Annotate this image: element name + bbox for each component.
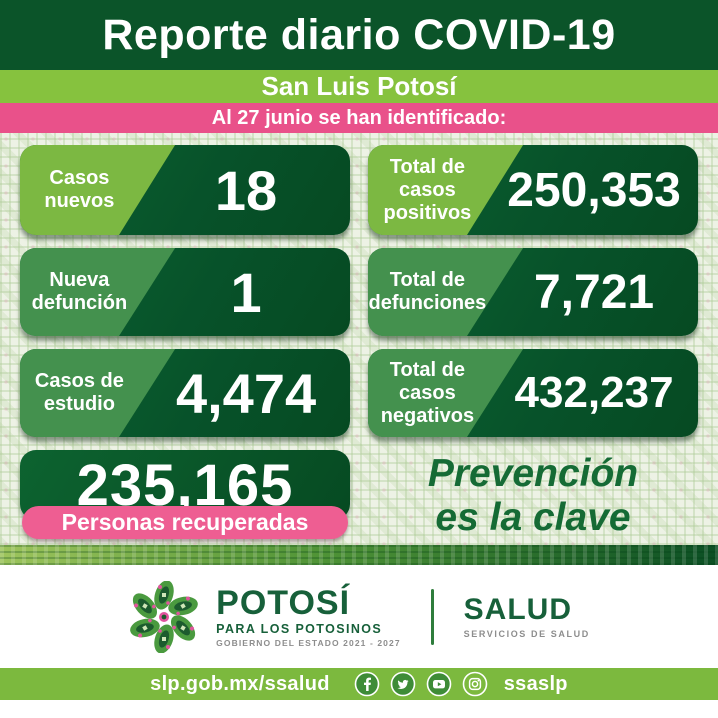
bottom-bar: slp.gob.mx/ssalud ssaslp (0, 668, 718, 700)
recovered-label-pill: Personas recuperadas (22, 506, 348, 539)
stat-value: 7,721 (533, 265, 655, 319)
footer-logos: POTOSÍ PARA LOS POTOSINOS GOBIERNO DEL E… (0, 565, 718, 668)
potosi-wordmark: POTOSÍ (216, 583, 351, 622)
stat-card-total-negativos: Total de casos negativos 432,237 (368, 349, 698, 437)
facebook-icon[interactable] (354, 671, 380, 697)
recovered-label: Personas recuperadas (61, 509, 309, 535)
stats-grid: Casos nuevos 18 Total de casos positivos… (0, 133, 718, 545)
rosette-logo-icon (128, 580, 201, 653)
website-url[interactable]: slp.gob.mx/ssalud (150, 672, 330, 695)
social-handle: ssaslp (503, 672, 568, 695)
stat-label: Total de casos positivos (383, 155, 472, 224)
subheader-band: San Luis Potosí (0, 70, 718, 103)
bottom-white-margin (0, 700, 718, 718)
instagram-icon[interactable] (462, 671, 488, 697)
bottom-bar-wrap: slp.gob.mx/ssalud ssaslp (0, 668, 718, 718)
stat-value: 432,237 (514, 368, 674, 417)
stat-label: Total de defunciones (368, 269, 487, 314)
youtube-icon[interactable] (426, 671, 452, 697)
page-title: Reporte diario COVID-19 (102, 10, 616, 59)
stat-label: Casos nuevos (44, 167, 115, 212)
stat-card-nueva-defuncion: Nueva defunción 1 (20, 248, 350, 336)
stat-label: Total de casos negativos (380, 358, 475, 427)
date-banner-text: Al 27 junio se han identificado: (211, 106, 507, 129)
stat-card-casos-nuevos: Casos nuevos 18 (20, 145, 350, 235)
date-banner: Al 27 junio se han identificado: (0, 103, 718, 133)
potosi-government-line: GOBIERNO DEL ESTADO 2021 - 2027 (216, 638, 401, 648)
stat-card-casos-estudio: Casos de estudio 4,474 (20, 349, 350, 437)
twitter-icon[interactable] (390, 671, 416, 697)
stat-value: 4,474 (175, 361, 317, 425)
stat-value: 250,353 (507, 163, 681, 217)
potosi-tagline: PARA LOS POTOSINOS (216, 621, 383, 636)
stat-label: Nueva defunción (31, 269, 128, 314)
region-title: San Luis Potosí (261, 71, 457, 101)
stat-value: 18 (214, 158, 278, 222)
stat-card-total-positivos: Total de casos positivos 250,353 (368, 145, 698, 235)
salud-tagline: SERVICIOS DE SALUD (463, 628, 590, 639)
stat-card-total-defunciones: Total de defunciones 7,721 (368, 248, 698, 336)
recovered-card: 235,165 Personas recuperadas (20, 450, 350, 542)
salud-logo-block: SALUD SERVICIOS DE SALUD (463, 592, 590, 639)
decorative-green-band (0, 545, 718, 565)
stat-value: 1 (230, 260, 262, 324)
logo-divider (430, 588, 434, 645)
header-band: Reporte diario COVID-19 (0, 0, 718, 70)
stat-label: Casos de estudio (34, 370, 124, 415)
potosi-logo-block: POTOSÍ PARA LOS POTOSINOS GOBIERNO DEL E… (216, 586, 400, 648)
prevention-message: Prevención es la clave (427, 452, 639, 539)
salud-wordmark: SALUD (463, 592, 572, 626)
